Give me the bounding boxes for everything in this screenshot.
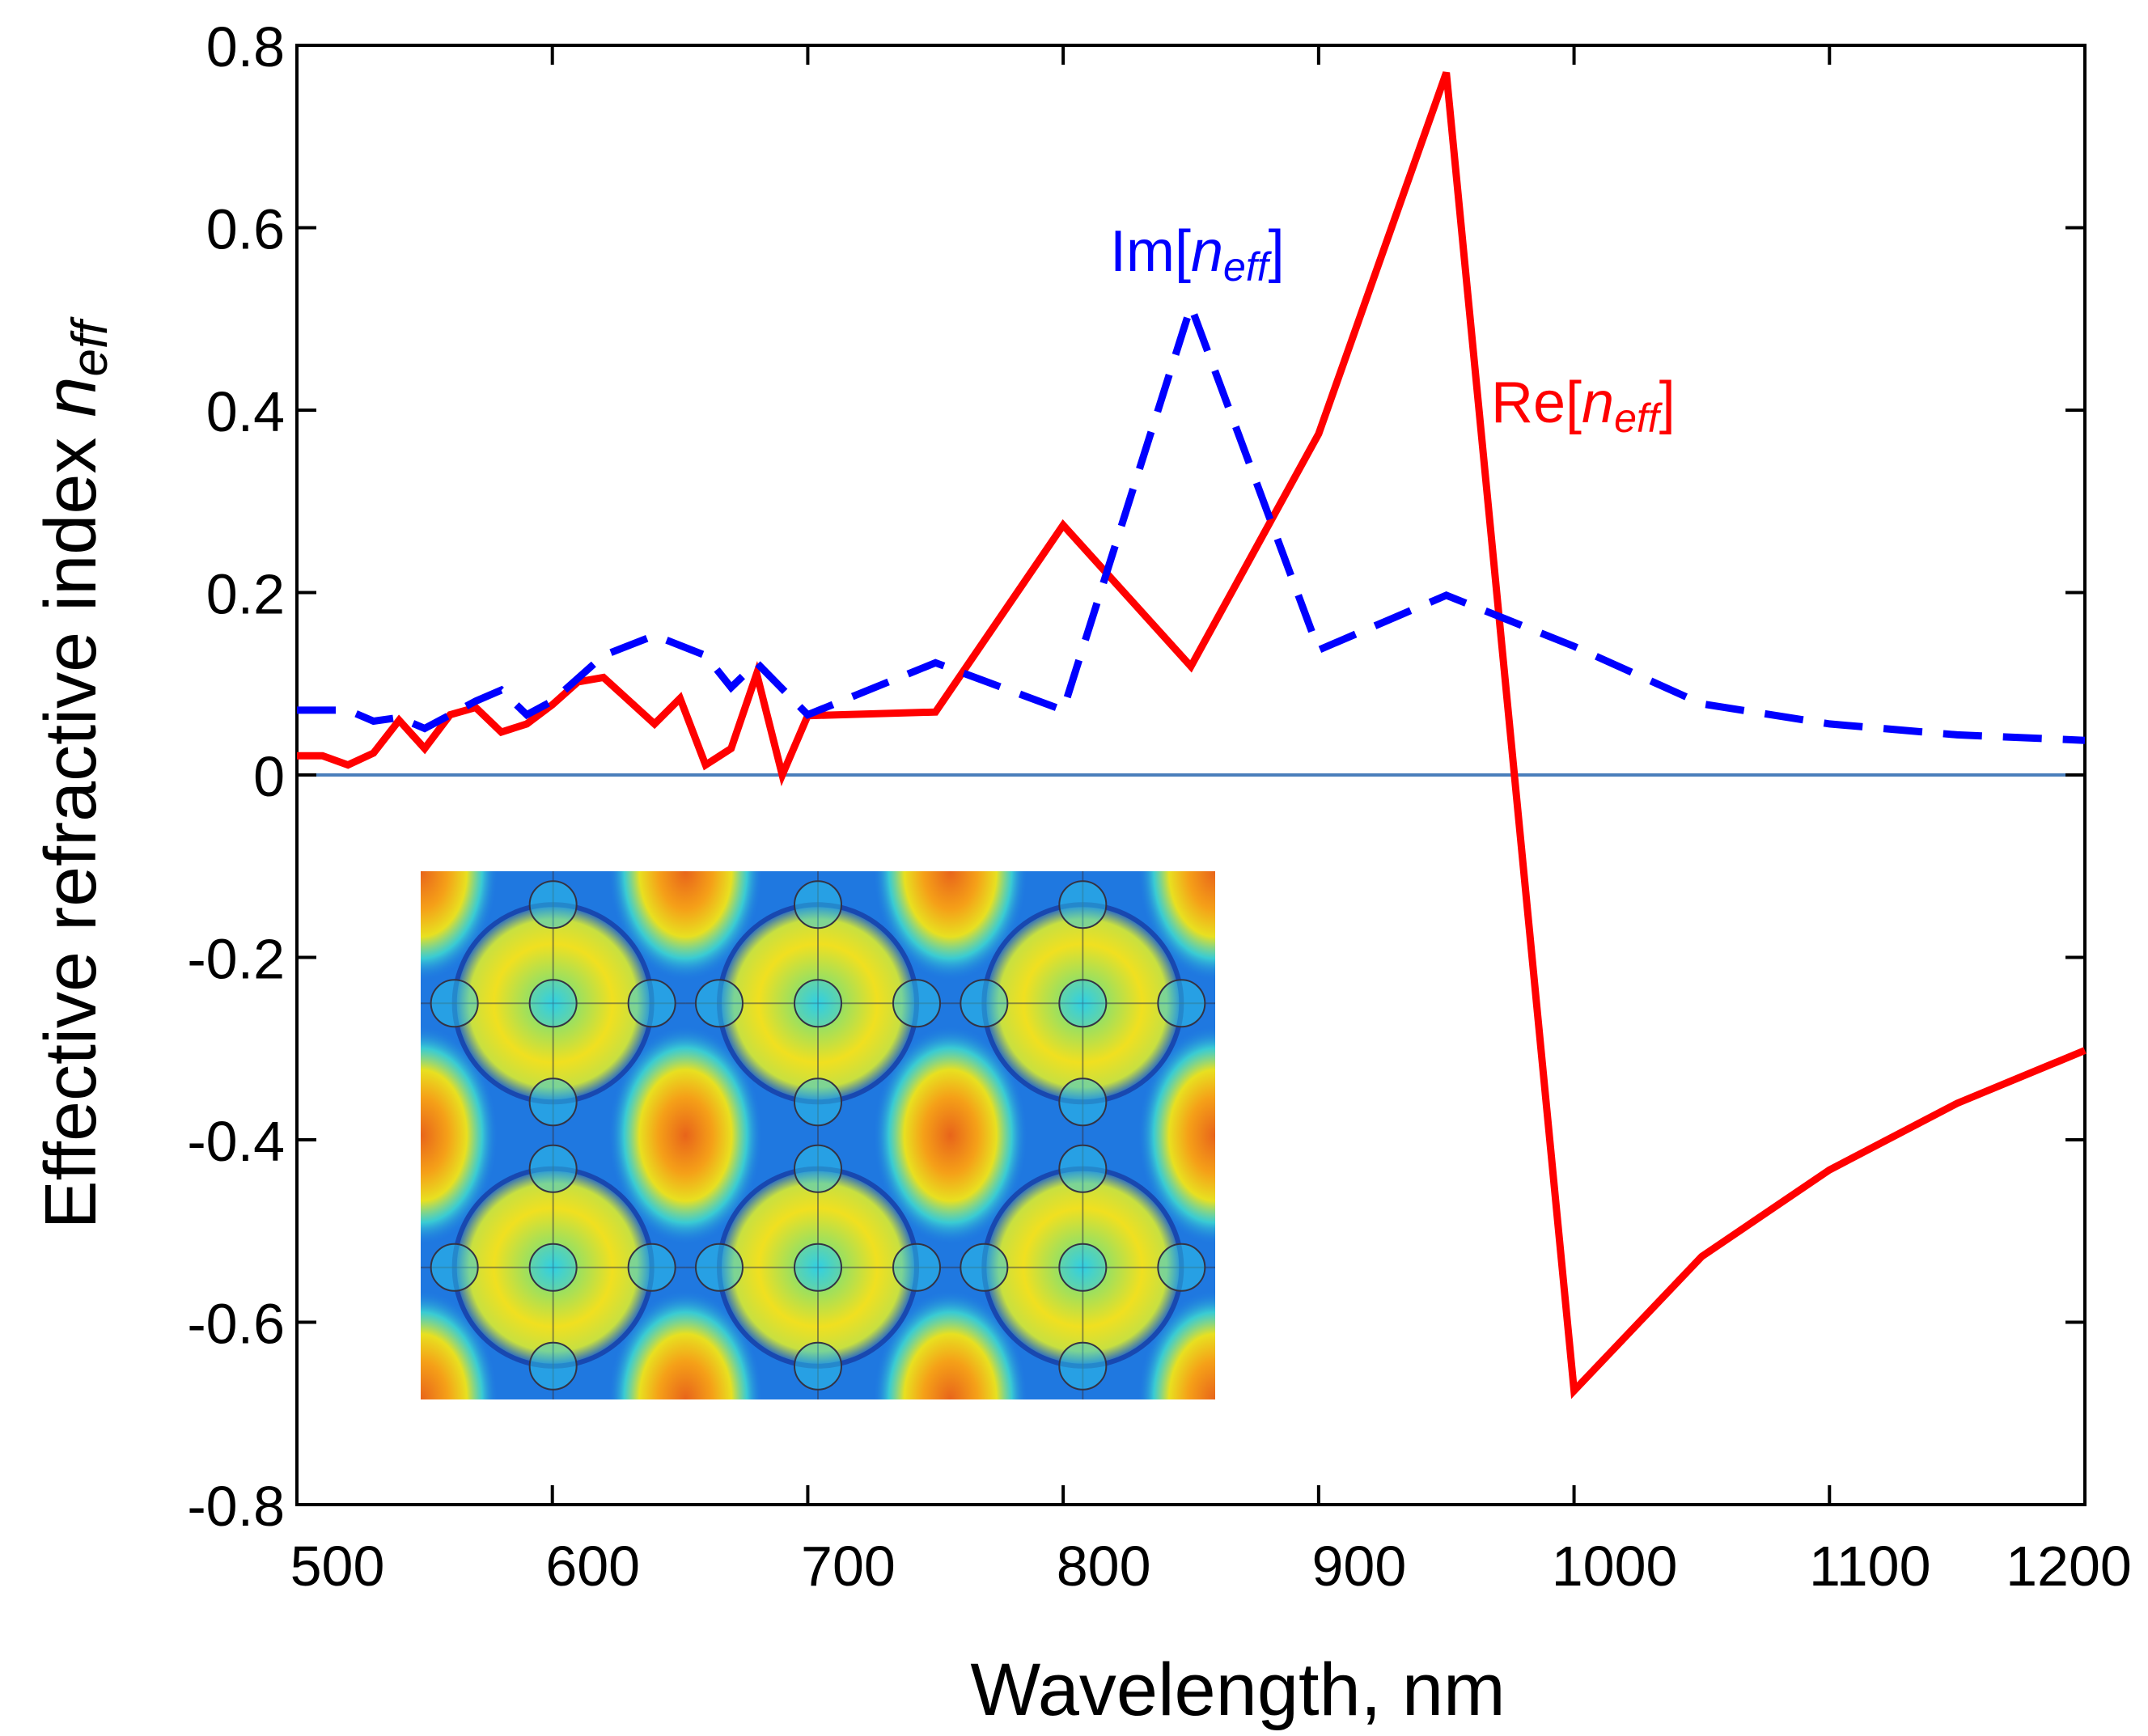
y-tick-label: 0.8 (206, 15, 285, 78)
small-circle (1058, 979, 1108, 1028)
hotspot (873, 1026, 1027, 1245)
small-circle (528, 1243, 578, 1292)
legend-im: Im[neff] (1110, 219, 1285, 290)
y-tick-label: 0.6 (206, 198, 285, 261)
y-tick-label: -0.4 (187, 1110, 285, 1173)
small-circle (528, 1144, 578, 1193)
small-circle (695, 979, 744, 1028)
series-line-im (297, 294, 2086, 744)
y-tick-label: -0.8 (187, 1475, 285, 1538)
small-circle (528, 1341, 578, 1391)
small-circle (430, 979, 479, 1028)
y-tick-label: -0.6 (187, 1293, 285, 1356)
hotspot (421, 871, 498, 980)
small-circle (430, 1243, 479, 1292)
small-circle (1058, 1341, 1108, 1391)
y-axis-label: Effective refractive index neff (31, 316, 118, 1230)
small-circle (794, 1144, 842, 1193)
x-tick-label: 500 (290, 1535, 385, 1598)
small-circle (1157, 979, 1206, 1028)
small-circle (1058, 1144, 1108, 1193)
x-tick-label: 900 (1311, 1535, 1406, 1598)
y-tick-label: 0.4 (206, 380, 285, 443)
small-circle (695, 1243, 744, 1292)
x-tick-label: 1100 (1809, 1535, 1931, 1598)
x-tick-label: 1000 (1552, 1535, 1678, 1598)
hotspot (873, 871, 1027, 980)
small-circle (794, 1341, 842, 1391)
series-line-re (297, 71, 2087, 1399)
small-circle (627, 979, 676, 1028)
small-circle (892, 1243, 941, 1292)
small-circle (1058, 1243, 1108, 1292)
small-circle (794, 1078, 842, 1127)
x-tick-label: 1200 (2006, 1535, 2132, 1598)
series-group (297, 71, 2087, 1399)
hotspot (421, 1290, 498, 1399)
small-circle (528, 1078, 578, 1127)
small-circle (892, 979, 941, 1028)
small-circle (528, 979, 578, 1028)
small-circle (627, 1243, 676, 1292)
hotspot (421, 1026, 498, 1245)
field-map-inset (421, 871, 1215, 1399)
x-tick-label: 800 (1057, 1535, 1151, 1598)
y-tick-label: 0 (253, 745, 285, 808)
hotspot (608, 1026, 763, 1245)
x-tick-label: 600 (545, 1535, 640, 1598)
small-circle (960, 979, 1009, 1028)
x-axis-label: Wavelength, nm (970, 1649, 1505, 1731)
small-circle (1058, 880, 1108, 929)
hotspot (1138, 1026, 1215, 1245)
y-tick-label: 0.2 (206, 563, 285, 626)
hotspot (608, 1290, 763, 1399)
y-tick-label: -0.2 (187, 928, 285, 991)
hotspot (873, 1290, 1027, 1399)
legend-re: Re[neff] (1491, 370, 1676, 441)
small-circle (528, 880, 578, 929)
hotspot (1138, 1290, 1215, 1399)
hotspot (608, 871, 763, 980)
small-circle (1058, 1078, 1108, 1127)
small-circle (1157, 1243, 1206, 1292)
hotspot (1138, 871, 1215, 980)
axis-ticks: 500 600 700 800 900 1000 1100 1200 0.8 0.6 0.4 0.2 0… (187, 15, 2131, 1598)
small-circle (794, 979, 842, 1028)
x-tick-label: 700 (801, 1535, 896, 1598)
small-circle (794, 880, 842, 929)
small-circle (960, 1243, 1009, 1292)
small-circle (794, 1243, 842, 1292)
